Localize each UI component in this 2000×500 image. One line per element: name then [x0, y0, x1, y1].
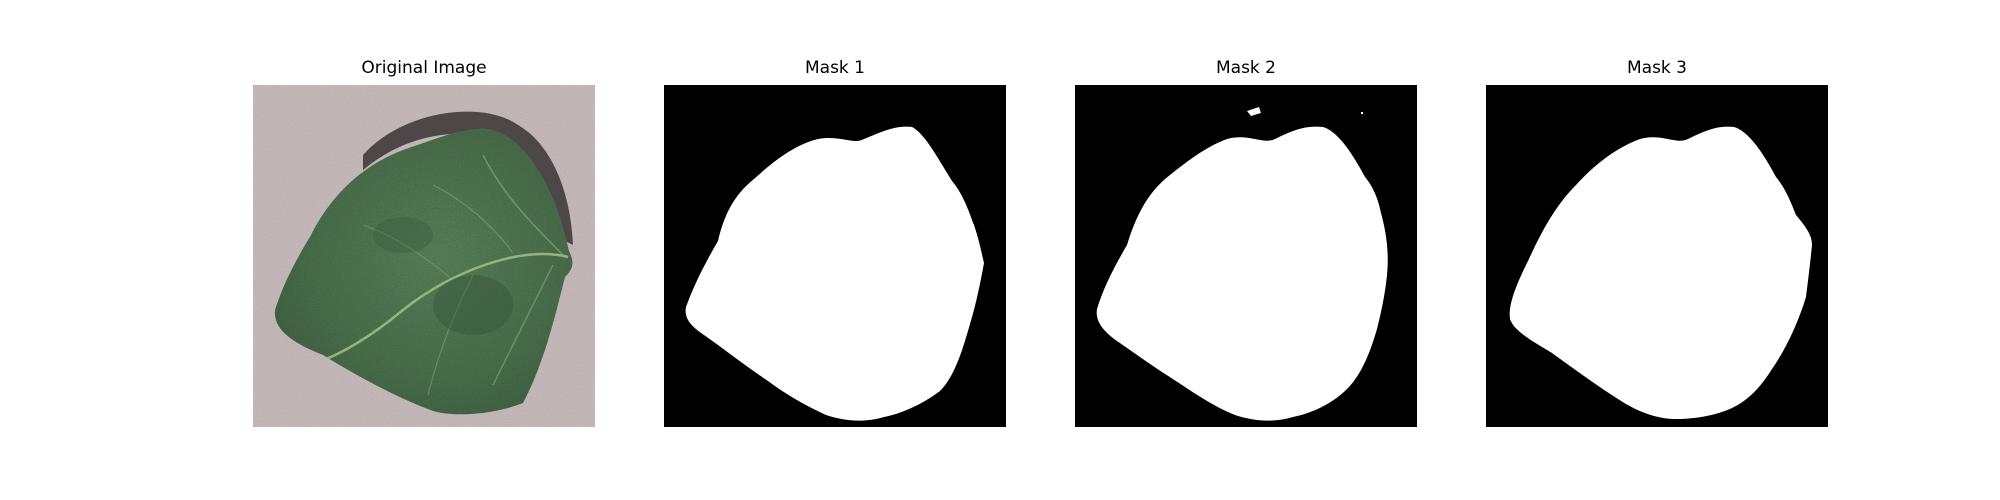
panel-mask-3: Mask 3 — [1486, 56, 1828, 428]
original-leaf-photo — [253, 85, 595, 427]
leaf-shape — [274, 128, 573, 415]
mask-1-leaf-region — [685, 126, 984, 421]
mask-2-image — [1075, 85, 1417, 427]
mask-2-leaf-region — [1096, 126, 1388, 421]
panel-mask-2: Mask 2 — [1075, 56, 1417, 428]
mask-2-speck — [1247, 107, 1261, 116]
panel-title: Mask 1 — [804, 58, 865, 78]
panel-original-image: Original Image — [253, 56, 595, 428]
panel-title: Mask 2 — [1215, 58, 1276, 78]
panel-title: Mask 3 — [1626, 58, 1687, 78]
panel-title: Original Image — [361, 58, 487, 78]
mask-2-dot — [1361, 112, 1363, 114]
panel-mask-1: Mask 1 — [664, 56, 1006, 428]
mask-3-image — [1486, 85, 1828, 427]
mask-3-leaf-region — [1509, 126, 1812, 419]
mask-1-image — [664, 85, 1006, 427]
